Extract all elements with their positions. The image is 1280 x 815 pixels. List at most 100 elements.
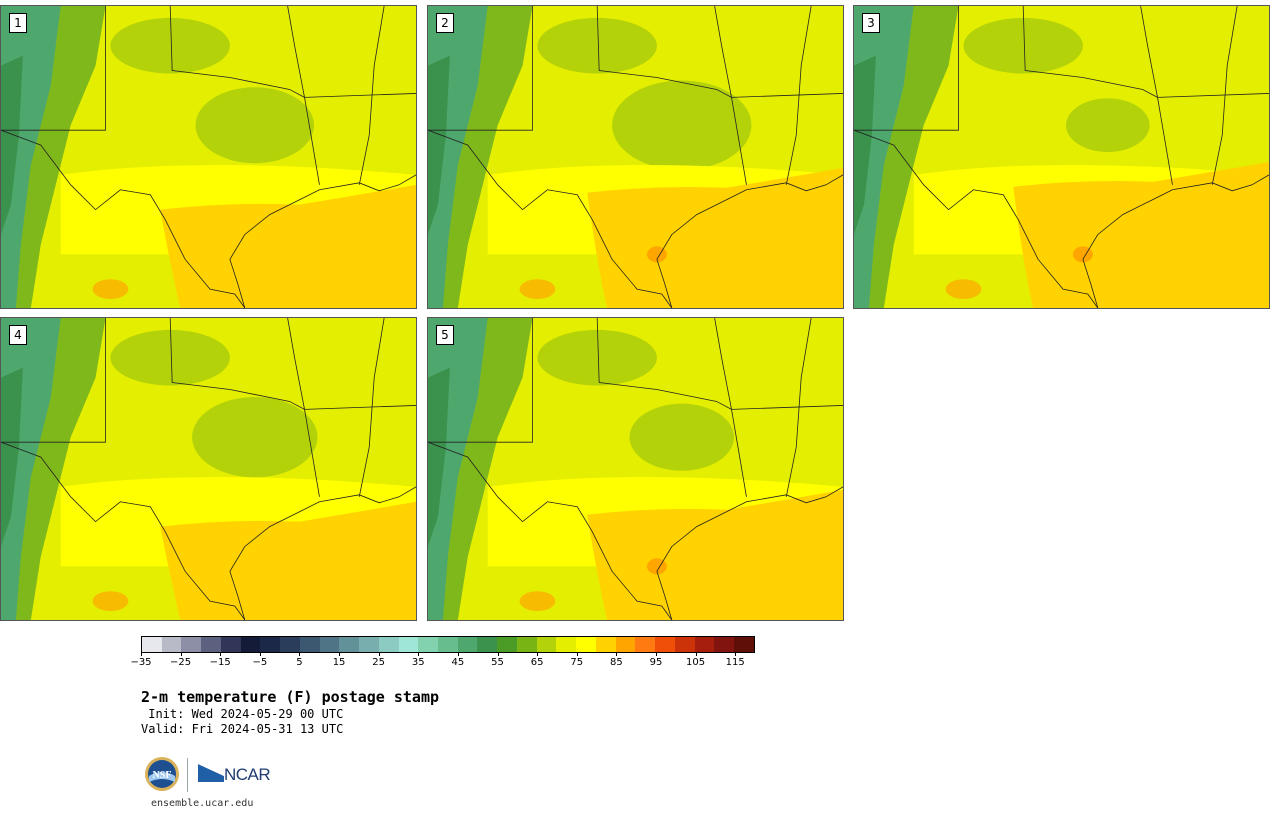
temperature-map (1, 6, 416, 308)
colorbar-swatch (635, 637, 656, 652)
colorbar-tick-mark (259, 653, 261, 656)
state-border (358, 6, 385, 185)
hot-region-gulf (160, 501, 416, 620)
colorbar-swatch (536, 637, 557, 652)
ncar-logo-text: NCAR (224, 765, 271, 784)
ensemble-member-panel-2: 2 (427, 5, 844, 309)
colorbar-tick-label: 105 (686, 657, 706, 668)
cool-region-central (612, 80, 752, 170)
colorbar-tick-mark (616, 653, 618, 656)
hot-region-gulf (587, 489, 843, 620)
colorbar-swatch (280, 637, 300, 652)
colorbar-tick-mark (735, 653, 737, 656)
state-border (428, 318, 533, 443)
cool-region-north (110, 17, 230, 74)
sponsor-logos: NSF NCAR (144, 756, 284, 794)
colorbar-swatch (714, 637, 735, 652)
state-border (785, 6, 812, 185)
state-border (1, 6, 106, 131)
cool-region-north (963, 17, 1083, 74)
cool-region-central (195, 87, 314, 164)
hot-spot (92, 591, 129, 612)
colorbar-tick-label: −15 (209, 657, 231, 668)
colorbar-swatch (556, 637, 577, 652)
coldest-region (1, 367, 23, 547)
colorbar-tick-label: 15 (332, 657, 346, 668)
colorbar-swatch (438, 637, 458, 652)
state-border (596, 6, 732, 98)
colorbar-tick-mark (378, 653, 380, 656)
colorbar-swatch (201, 637, 221, 652)
colorbar-swatch (319, 637, 340, 652)
colorbar-tick-label: 95 (649, 657, 663, 668)
colorbar-tick-mark (418, 653, 420, 656)
colorbar-tick-mark (695, 653, 697, 656)
colorbar-tick-mark (141, 653, 142, 656)
colorbar-swatch (595, 637, 616, 652)
state-border (169, 6, 305, 98)
logo-divider (187, 758, 188, 792)
colorbar-swatch (615, 637, 636, 652)
ensemble-member-panel-5: 5 (427, 317, 844, 621)
panel-number-label: 4 (9, 325, 27, 345)
colorbar-swatches (141, 636, 755, 653)
temperature-map (1, 318, 416, 620)
colorbar-tick-mark (339, 653, 341, 656)
colorbar-tick-mark (220, 653, 222, 656)
nsf-logo-text: NSF (153, 770, 172, 781)
colorbar-swatch (181, 637, 202, 652)
state-border (1211, 6, 1238, 185)
init-time: Init: Wed 2024-05-29 00 UTC (141, 707, 344, 721)
coastline (656, 486, 843, 620)
state-border (714, 318, 747, 497)
colorbar-tick-mark (537, 653, 539, 656)
colorbar-tick-label: −5 (252, 657, 268, 668)
state-border (287, 318, 320, 497)
colorbar-tick-mark (497, 653, 499, 656)
colorbar-swatch (516, 637, 537, 652)
coastline (229, 486, 416, 620)
hot-spot (519, 591, 556, 612)
colorbar-swatch (339, 637, 360, 652)
state-border (1157, 93, 1269, 98)
border-line (1, 129, 246, 308)
panel-number-label: 5 (436, 325, 454, 345)
cool-region-central (1065, 98, 1150, 153)
colorbar-tick-label: 45 (451, 657, 465, 668)
figure-title: 2-m temperature (F) postage stamp (141, 688, 440, 706)
ensemble-member-panel-3: 3 (853, 5, 1270, 309)
temperature-colorbar: −35 −25 −15 −5 5 15 25 35 45 55 65 75 85 95 105 115 (130, 636, 756, 672)
state-border (287, 6, 320, 185)
state-border (785, 318, 812, 497)
valid-time: Valid: Fri 2024-05-31 13 UTC (141, 722, 344, 736)
coldest-region (428, 55, 450, 235)
colorbar-swatch (694, 637, 715, 652)
colorbar-tick-mark (180, 653, 182, 656)
state-border (1, 318, 106, 443)
colorbar-swatch (240, 637, 261, 652)
nsf-logo: NSF (145, 757, 179, 791)
hot-region-gulf (160, 184, 416, 308)
colorbar-swatch (220, 637, 241, 652)
colorbar-swatch (260, 637, 281, 652)
colorbar-swatch (674, 637, 695, 652)
colorbar-swatch (734, 637, 754, 652)
state-border (731, 405, 843, 410)
colorbar-tick-label: 5 (296, 657, 303, 668)
cool-region-central (192, 396, 318, 478)
colorbar-swatch (576, 637, 596, 652)
colorbar-tick-label: 25 (372, 657, 386, 668)
colorbar-swatch (655, 637, 675, 652)
state-border (714, 6, 747, 185)
hot-spot (519, 279, 556, 300)
colorbar-swatch (477, 637, 498, 652)
state-border (169, 318, 305, 410)
state-border (854, 6, 959, 131)
coastline (1082, 174, 1269, 308)
colorbar-swatch (299, 637, 320, 652)
panel-number-label: 2 (436, 13, 454, 33)
website-url: ensemble.ucar.edu (151, 798, 254, 809)
colorbar-swatch (457, 637, 478, 652)
colorbar-tick-mark (457, 653, 459, 656)
panel-number-label: 1 (9, 13, 27, 33)
